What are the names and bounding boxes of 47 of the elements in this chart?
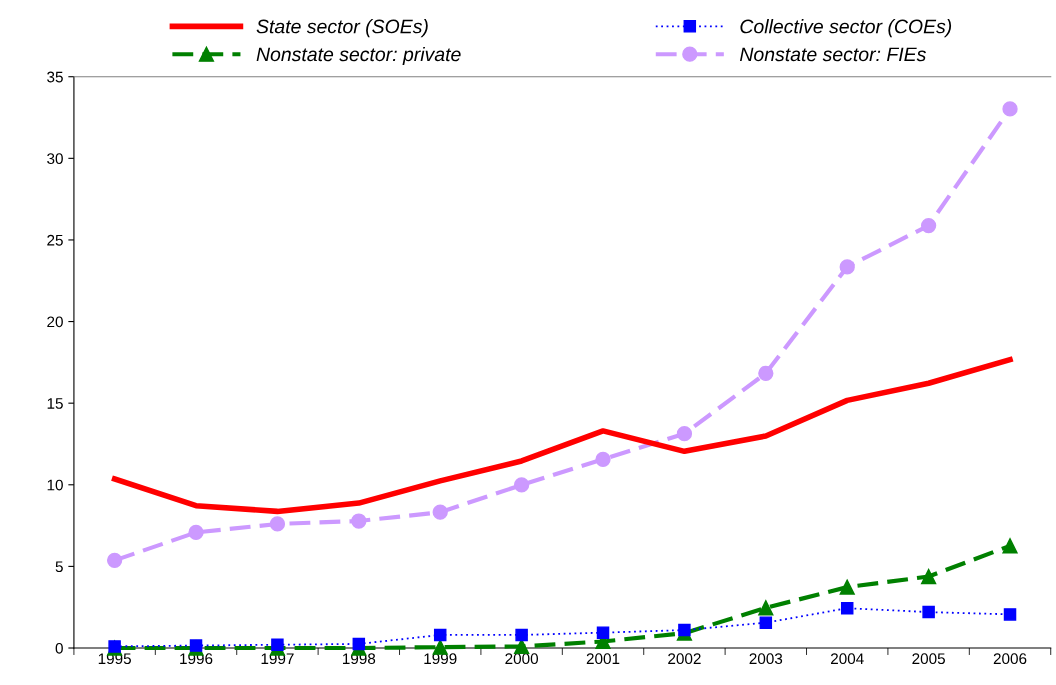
point: [1003, 608, 1017, 621]
point: [596, 626, 610, 639]
y-tick-label: 15: [47, 398, 63, 409]
point: [839, 259, 855, 275]
y-tick-label: 30: [47, 153, 63, 165]
point: [758, 600, 774, 616]
y-tick-label: 0: [55, 642, 63, 654]
point: [920, 217, 937, 234]
point: [269, 516, 286, 532]
point: [676, 426, 693, 442]
point: [351, 513, 367, 529]
y-tick-label: 35: [47, 71, 63, 83]
point: [1002, 101, 1018, 117]
point: [352, 637, 366, 651]
x-tick-label: 2004: [831, 653, 864, 665]
point: [188, 524, 204, 541]
legend-label: Nonstate sector: private: [256, 46, 461, 66]
x-tick-label: 2000: [505, 653, 539, 665]
x-tick-label: 2002: [668, 653, 701, 665]
legend-label: State sector (SOEs): [256, 19, 428, 38]
point: [189, 639, 203, 652]
x-tick-label: 2005: [912, 653, 945, 665]
point: [106, 552, 123, 568]
point: [432, 504, 448, 520]
y-tick-label: 5: [55, 561, 63, 573]
point: [515, 628, 528, 642]
point: [595, 451, 611, 467]
y-tick-label: 20: [47, 316, 63, 328]
point: [922, 605, 935, 619]
x-tick-label: 2003: [749, 653, 783, 665]
point: [758, 365, 774, 381]
x-tick-label: 1999: [424, 653, 457, 665]
point: [433, 628, 447, 642]
y-tick-label: 10: [47, 479, 63, 491]
point: [839, 579, 855, 595]
legend-label: Nonstate sector: FIEs: [739, 47, 926, 62]
x-tick-label: 2001: [586, 653, 620, 665]
point: [920, 568, 937, 585]
point: [759, 616, 773, 629]
legend-label: Collective sector (COEs): [740, 19, 952, 38]
point: [271, 638, 284, 651]
point: [840, 601, 854, 615]
point: [1002, 538, 1018, 554]
y-tick-label: 25: [47, 234, 63, 246]
point: [678, 623, 691, 637]
point: [513, 477, 530, 493]
x-tick-label: 2006: [993, 653, 1027, 665]
